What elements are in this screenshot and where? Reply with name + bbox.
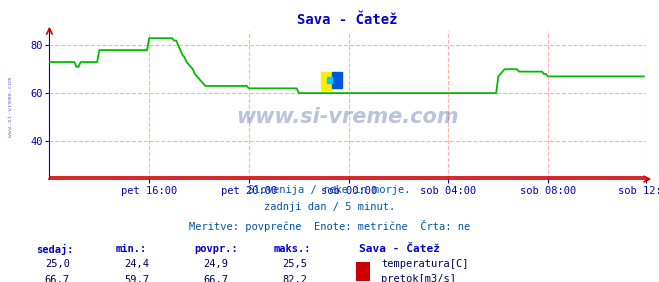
Title: Sava - Čatež: Sava - Čatež (297, 13, 398, 27)
Text: pretok[m3/s]: pretok[m3/s] (381, 274, 456, 282)
Text: Sava - Čatež: Sava - Čatež (359, 244, 440, 254)
Text: temperatura[C]: temperatura[C] (381, 259, 469, 269)
Text: 24,9: 24,9 (203, 259, 228, 269)
Text: Slovenija / reke in morje.: Slovenija / reke in morje. (248, 185, 411, 195)
Bar (327, 77, 333, 83)
Bar (333, 72, 343, 89)
Text: 25,0: 25,0 (45, 259, 70, 269)
Text: maks.:: maks.: (273, 244, 311, 254)
Text: www.si-vreme.com: www.si-vreme.com (237, 107, 459, 127)
Text: min.:: min.: (115, 244, 146, 254)
Text: Meritve: povprečne  Enote: metrične  Črta: ne: Meritve: povprečne Enote: metrične Črta:… (189, 220, 470, 232)
Text: 82,2: 82,2 (282, 275, 307, 282)
Text: 66,7: 66,7 (203, 275, 228, 282)
Text: 25,5: 25,5 (282, 259, 307, 269)
Text: povpr.:: povpr.: (194, 244, 238, 254)
Text: www.si-vreme.com: www.si-vreme.com (8, 77, 13, 137)
Text: 59,7: 59,7 (124, 275, 149, 282)
Text: sedaj:: sedaj: (36, 244, 74, 255)
Text: 66,7: 66,7 (45, 275, 70, 282)
Bar (321, 72, 333, 90)
Text: zadnji dan / 5 minut.: zadnji dan / 5 minut. (264, 202, 395, 212)
Text: 24,4: 24,4 (124, 259, 149, 269)
